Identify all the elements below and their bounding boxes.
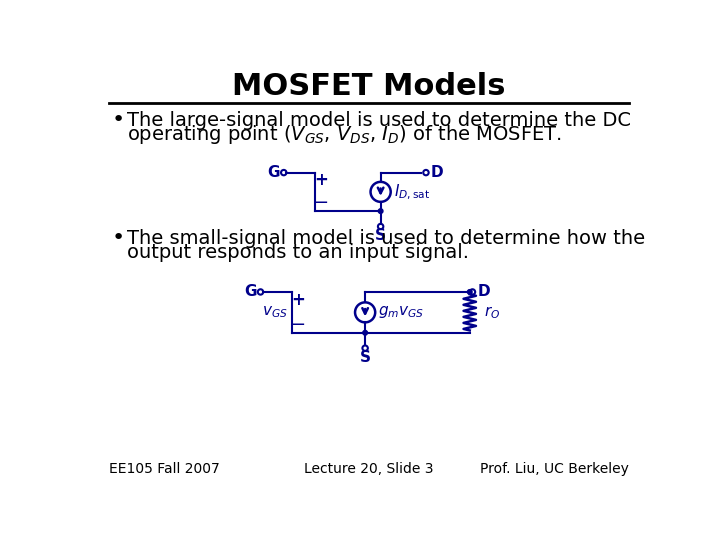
Text: •: •: [112, 110, 125, 130]
Text: The large-signal model is used to determine the DC: The large-signal model is used to determ…: [127, 111, 631, 130]
Text: output responds to an input signal.: output responds to an input signal.: [127, 243, 469, 262]
Circle shape: [378, 209, 383, 213]
Text: •: •: [112, 228, 125, 248]
Text: $\mathit{I}_{D,\mathrm{sat}}$: $\mathit{I}_{D,\mathrm{sat}}$: [394, 182, 430, 201]
Text: D: D: [431, 165, 444, 180]
Text: D: D: [477, 285, 490, 300]
Text: $\mathit{r}_{O}$: $\mathit{r}_{O}$: [484, 304, 500, 321]
Text: The small-signal model is used to determine how the: The small-signal model is used to determ…: [127, 228, 645, 247]
Text: MOSFET Models: MOSFET Models: [233, 72, 505, 101]
Circle shape: [363, 330, 367, 335]
Text: S: S: [359, 350, 371, 365]
Circle shape: [467, 289, 472, 294]
Text: −: −: [313, 194, 328, 212]
Text: $\mathit{g}_{m}\mathit{v}_{GS}$: $\mathit{g}_{m}\mathit{v}_{GS}$: [378, 305, 425, 320]
Text: −: −: [290, 316, 305, 334]
Text: G: G: [267, 165, 280, 180]
Text: G: G: [244, 285, 256, 300]
Text: Prof. Liu, UC Berkeley: Prof. Liu, UC Berkeley: [480, 462, 629, 476]
Text: +: +: [291, 291, 305, 309]
Text: +: +: [314, 171, 328, 190]
Text: EE105 Fall 2007: EE105 Fall 2007: [109, 462, 220, 476]
Text: operating point ($\mathit{V}_{GS}$, $\mathit{V}_{DS}$, $\mathit{I}_{D}$) of the : operating point ($\mathit{V}_{GS}$, $\ma…: [127, 123, 562, 146]
Text: S: S: [375, 228, 386, 243]
Text: $\mathit{v}_{GS}$: $\mathit{v}_{GS}$: [262, 305, 287, 320]
Text: Lecture 20, Slide 3: Lecture 20, Slide 3: [305, 462, 433, 476]
